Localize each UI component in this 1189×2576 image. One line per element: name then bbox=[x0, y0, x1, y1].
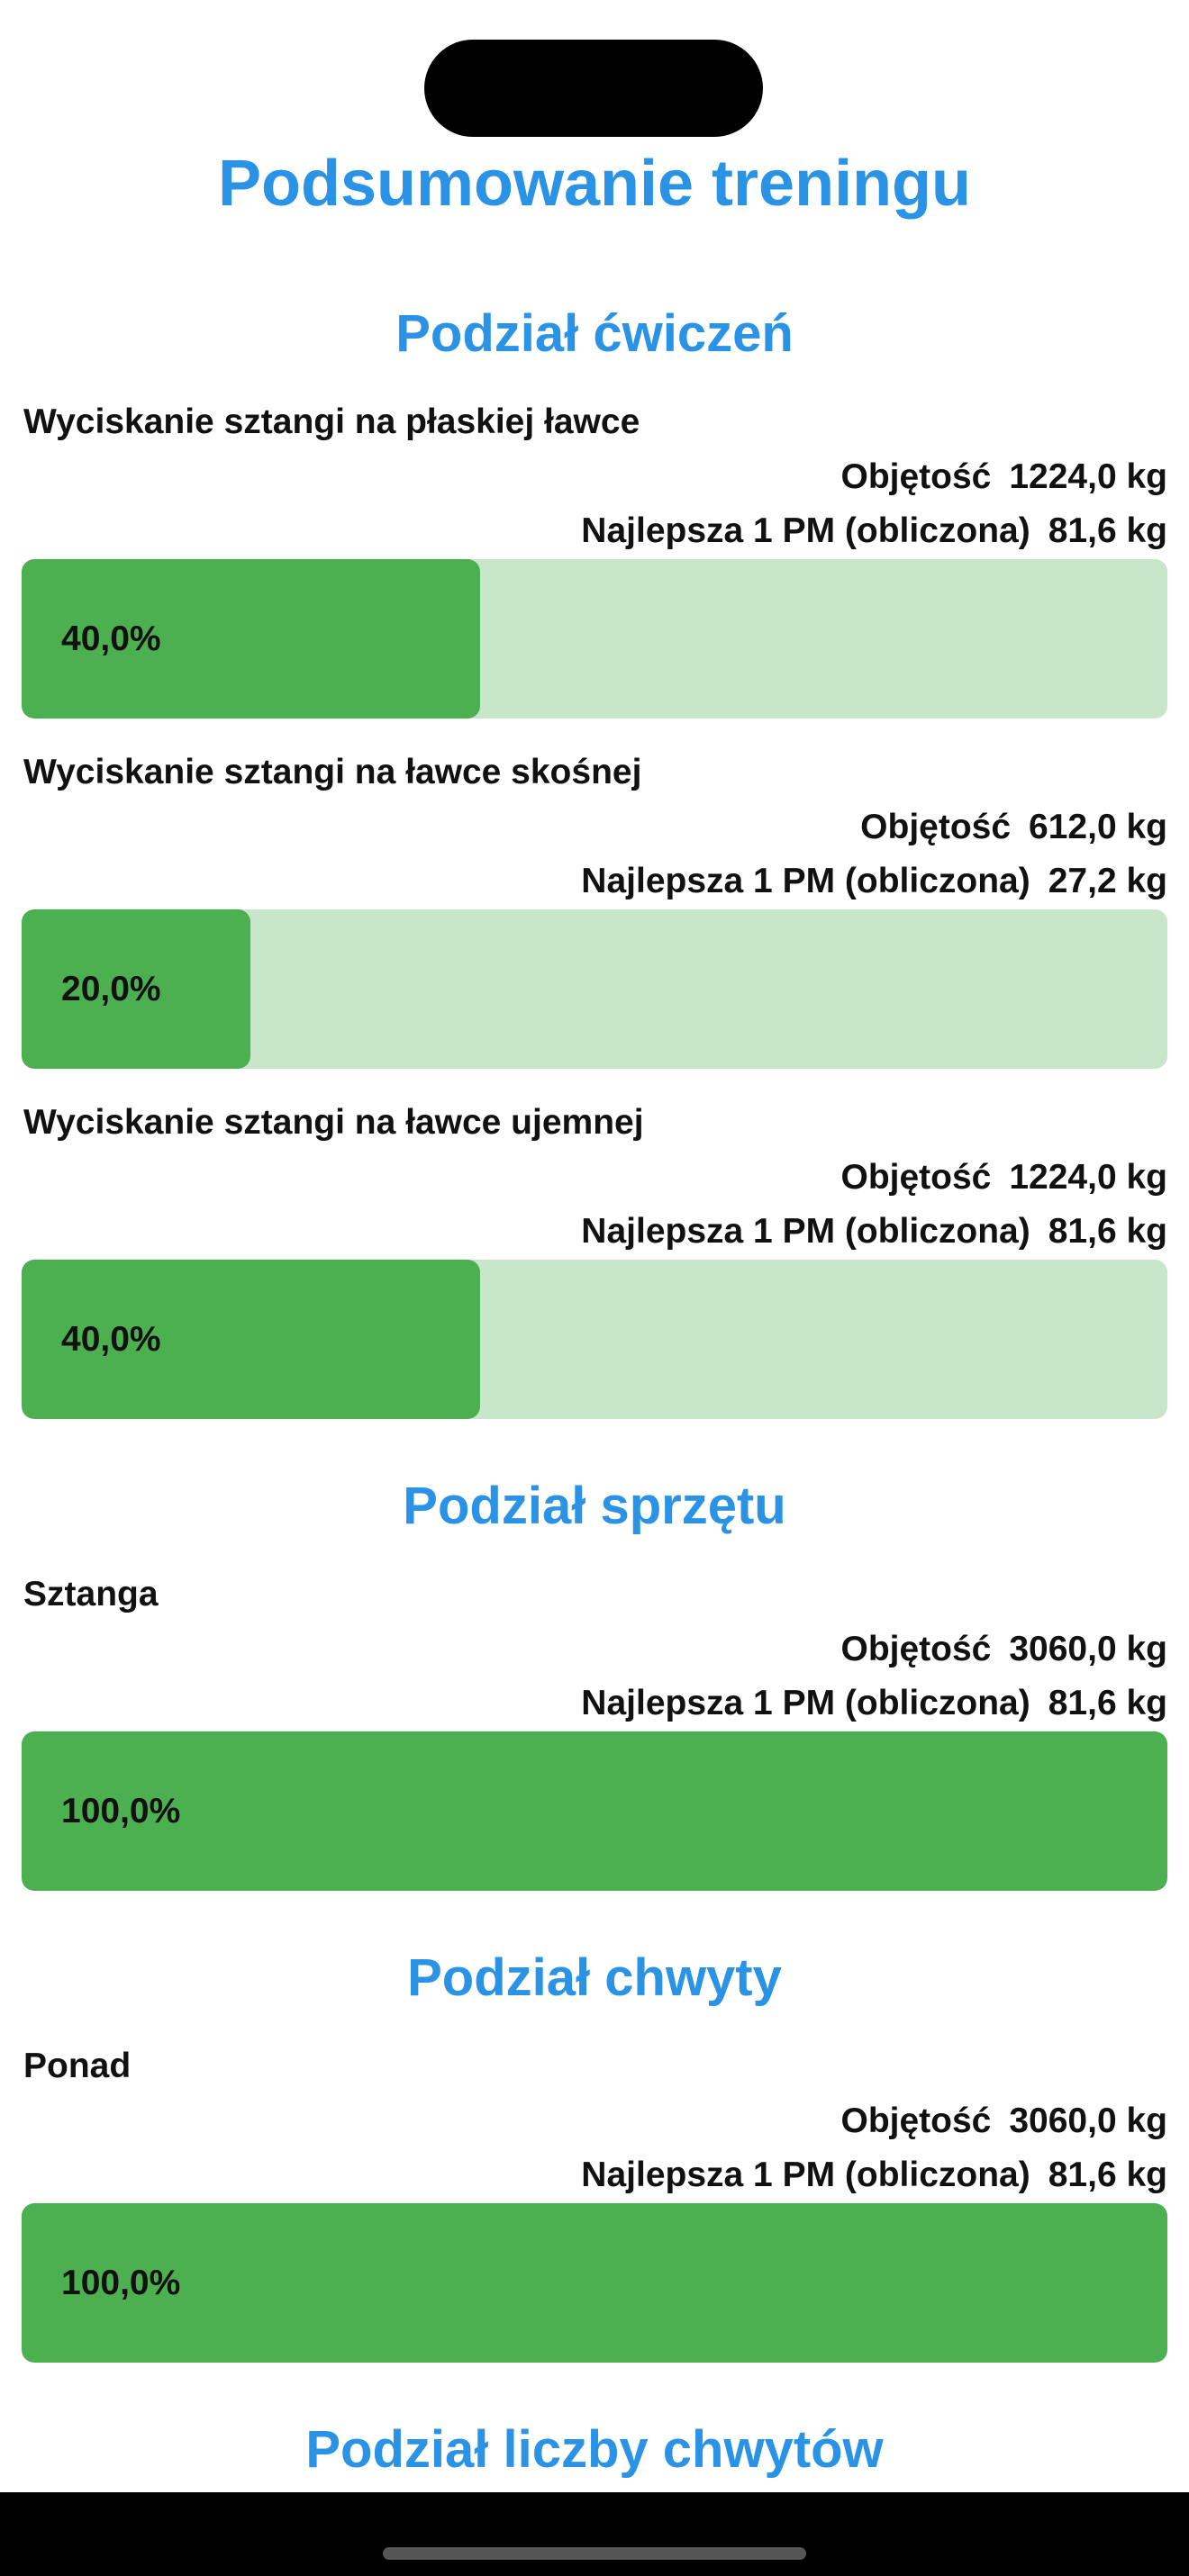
one-rm-value: 81,6 kg bbox=[1048, 1212, 1167, 1251]
breakdown-item: Wyciskanie sztangi na płaskiej ławce Obję… bbox=[0, 400, 1189, 719]
section-heading: Podział ćwiczeń bbox=[395, 304, 794, 363]
percent-label: 40,0% bbox=[61, 619, 161, 658]
one-rm-label: Najlepsza 1 PM (obliczona) bbox=[581, 862, 1030, 900]
volume-value: 1224,0 kg bbox=[1009, 457, 1167, 496]
volume-value: 3060,0 kg bbox=[1009, 1630, 1167, 1668]
volume-row: Objętość 1224,0 kg bbox=[0, 450, 1189, 504]
one-rm-value: 27,2 kg bbox=[1048, 862, 1167, 900]
one-rm-label: Najlepsza 1 PM (obliczona) bbox=[581, 1684, 1030, 1722]
item-name: Sztanga bbox=[23, 1575, 159, 1613]
one-rm-label: Najlepsza 1 PM (obliczona) bbox=[581, 1212, 1030, 1251]
volume-value: 612,0 kg bbox=[1029, 808, 1167, 846]
percent-label: 100,0% bbox=[61, 1792, 181, 1830]
volume-value: 1224,0 kg bbox=[1009, 1158, 1167, 1197]
percent-track: 40,0% bbox=[22, 1260, 1167, 1419]
volume-label: Objętość bbox=[840, 457, 992, 496]
percent-label: 20,0% bbox=[61, 970, 161, 1008]
summary: Podsumowanie treningu Podział ćwiczeń Wyc… bbox=[0, 148, 1189, 2481]
volume-row: Objętość 3060,0 kg bbox=[0, 2094, 1189, 2148]
section-heading: Podział sprzętu bbox=[403, 1477, 786, 1535]
section: Podział liczby chwytów bbox=[0, 2418, 1189, 2481]
percent-fill bbox=[22, 1731, 1167, 1891]
percent-track: 100,0% bbox=[22, 1731, 1167, 1891]
volume-row: Objętość 3060,0 kg bbox=[0, 1622, 1189, 1677]
volume-label: Objętość bbox=[840, 2101, 992, 2140]
breakdown-item: Sztanga Objętość 3060,0 kg Najlepsza 1 PM (… bbox=[0, 1572, 1189, 1891]
section: Podział ćwiczeń Wyciskanie sztangi na pła… bbox=[0, 303, 1189, 1419]
one-rm-row: Najlepsza 1 PM (obliczona) 81,6 kg bbox=[0, 504, 1189, 558]
percent-fill bbox=[22, 559, 480, 719]
section: Podział chwyty Ponad Objętość 3060,0 kg Najl… bbox=[0, 1947, 1189, 2363]
breakdown-item: Wyciskanie sztangi na ławce ujemnej Objęt… bbox=[0, 1100, 1189, 1419]
volume-row: Objętość 612,0 kg bbox=[0, 800, 1189, 854]
percent-fill bbox=[22, 2203, 1167, 2363]
one-rm-row: Najlepsza 1 PM (obliczona) 81,6 kg bbox=[0, 2148, 1189, 2202]
volume-label: Objętość bbox=[840, 1630, 992, 1668]
item-name: Wyciskanie sztangi na płaskiej ławce bbox=[23, 402, 640, 441]
one-rm-value: 81,6 kg bbox=[1048, 1684, 1167, 1722]
dynamic-island bbox=[424, 40, 763, 137]
volume-label: Objętość bbox=[860, 808, 1012, 846]
item-name: Ponad bbox=[23, 2047, 132, 2085]
volume-value: 3060,0 kg bbox=[1009, 2101, 1167, 2140]
percent-fill bbox=[22, 909, 251, 1069]
item-name: Wyciskanie sztangi na ławce skośnej bbox=[23, 753, 642, 791]
volume-label: Objętość bbox=[840, 1158, 992, 1197]
one-rm-row: Najlepsza 1 PM (obliczona) 81,6 kg bbox=[0, 1677, 1189, 1731]
one-rm-row: Najlepsza 1 PM (obliczona) 81,6 kg bbox=[0, 1205, 1189, 1259]
one-rm-value: 81,6 kg bbox=[1048, 2156, 1167, 2194]
section: Podział sprzętu Sztanga Objętość 3060,0 kg N… bbox=[0, 1475, 1189, 1891]
percent-track: 20,0% bbox=[22, 909, 1167, 1069]
section-heading: Podział liczby chwytów bbox=[305, 2420, 884, 2479]
item-name: Wyciskanie sztangi na ławce ujemnej bbox=[23, 1103, 644, 1142]
one-rm-value: 81,6 kg bbox=[1048, 511, 1167, 550]
one-rm-label: Najlepsza 1 PM (obliczona) bbox=[581, 511, 1030, 550]
volume-row: Objętość 1224,0 kg bbox=[0, 1151, 1189, 1205]
page-title: Podsumowanie treningu bbox=[217, 148, 972, 220]
percent-fill bbox=[22, 1260, 480, 1419]
percent-label: 100,0% bbox=[61, 2264, 181, 2302]
breakdown-item: Ponad Objętość 3060,0 kg Najlepsza 1 PM (ob… bbox=[0, 2044, 1189, 2363]
home-indicator bbox=[383, 2547, 806, 2560]
bottom-bar bbox=[0, 2492, 1189, 2576]
percent-track: 40,0% bbox=[22, 559, 1167, 719]
one-rm-row: Najlepsza 1 PM (obliczona) 27,2 kg bbox=[0, 854, 1189, 908]
one-rm-label: Najlepsza 1 PM (obliczona) bbox=[581, 2156, 1030, 2194]
percent-label: 40,0% bbox=[61, 1320, 161, 1359]
breakdown-item: Wyciskanie sztangi na ławce skośnej Objęt… bbox=[0, 750, 1189, 1069]
section-heading: Podział chwyty bbox=[407, 1948, 782, 2007]
percent-track: 100,0% bbox=[22, 2203, 1167, 2363]
